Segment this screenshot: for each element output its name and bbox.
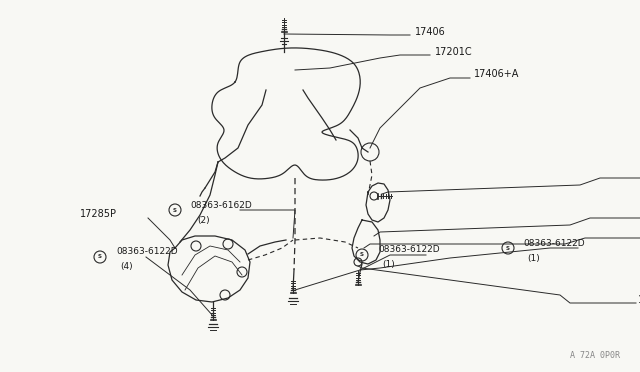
- Text: (4): (4): [120, 262, 132, 270]
- Text: 08363-6122D: 08363-6122D: [523, 240, 584, 248]
- Text: 17202EC: 17202EC: [638, 295, 640, 305]
- Text: S: S: [360, 253, 364, 257]
- Text: 08363-6122D: 08363-6122D: [116, 247, 178, 257]
- Text: 17201C: 17201C: [435, 47, 472, 57]
- Text: 17406+A: 17406+A: [474, 69, 520, 79]
- Text: S: S: [506, 246, 510, 250]
- Text: (1): (1): [382, 260, 395, 269]
- Text: 08363-6162D: 08363-6162D: [190, 202, 252, 211]
- Text: S: S: [98, 254, 102, 260]
- Text: (2): (2): [197, 215, 210, 224]
- Text: 08363-6122D: 08363-6122D: [378, 246, 440, 254]
- Text: 17406: 17406: [415, 27, 445, 37]
- Text: (1): (1): [527, 253, 540, 263]
- Text: A 72A 0P0R: A 72A 0P0R: [570, 351, 620, 360]
- Text: S: S: [173, 208, 177, 212]
- Text: 17285P: 17285P: [80, 209, 117, 219]
